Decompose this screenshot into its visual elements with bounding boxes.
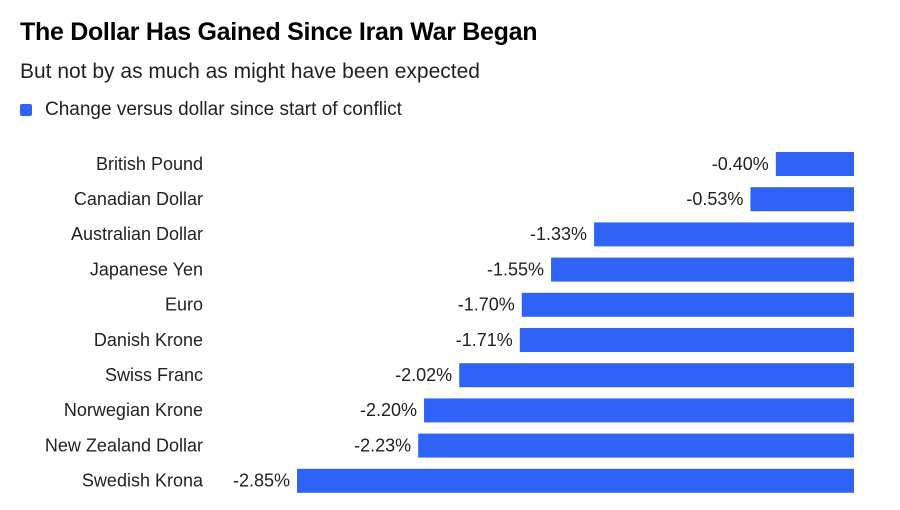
legend: Change versus dollar since start of conf…: [20, 99, 402, 121]
bar: [775, 152, 854, 176]
value-label: -0.53%: [686, 189, 743, 209]
bar: [551, 257, 854, 282]
category-label: Norwegian Krone: [64, 400, 203, 420]
bar: [519, 328, 854, 352]
value-label: -2.23%: [354, 435, 411, 455]
category-label: Swiss Franc: [105, 365, 203, 385]
value-label: -2.20%: [360, 400, 417, 420]
legend-swatch: [20, 104, 32, 116]
bar: [521, 292, 854, 317]
value-label: -0.40%: [712, 154, 769, 174]
value-label: -2.85%: [233, 471, 290, 491]
bar: [418, 433, 854, 458]
category-label: Japanese Yen: [90, 259, 203, 279]
category-label: British Pound: [96, 154, 203, 174]
value-label: -1.70%: [458, 295, 515, 315]
chart-subtitle: But not by as much as might have been ex…: [20, 60, 480, 83]
value-label: -2.02%: [395, 365, 452, 385]
bar: [594, 222, 854, 247]
bar: [750, 187, 854, 212]
category-label: New Zealand Dollar: [45, 435, 203, 455]
chart-title: The Dollar Has Gained Since Iran War Beg…: [20, 18, 538, 46]
bar: [424, 398, 854, 423]
category-label: Canadian Dollar: [74, 189, 203, 209]
bar: [297, 468, 854, 493]
category-label: Danish Krone: [94, 330, 203, 350]
bar: [459, 363, 854, 388]
category-label: Australian Dollar: [71, 224, 203, 244]
category-label: Euro: [165, 295, 203, 315]
value-label: -1.55%: [487, 259, 544, 279]
value-label: -1.33%: [530, 224, 587, 244]
legend-label: Change versus dollar since start of conf…: [45, 99, 402, 120]
value-label: -1.71%: [456, 330, 513, 350]
category-label: Swedish Krona: [82, 471, 204, 491]
